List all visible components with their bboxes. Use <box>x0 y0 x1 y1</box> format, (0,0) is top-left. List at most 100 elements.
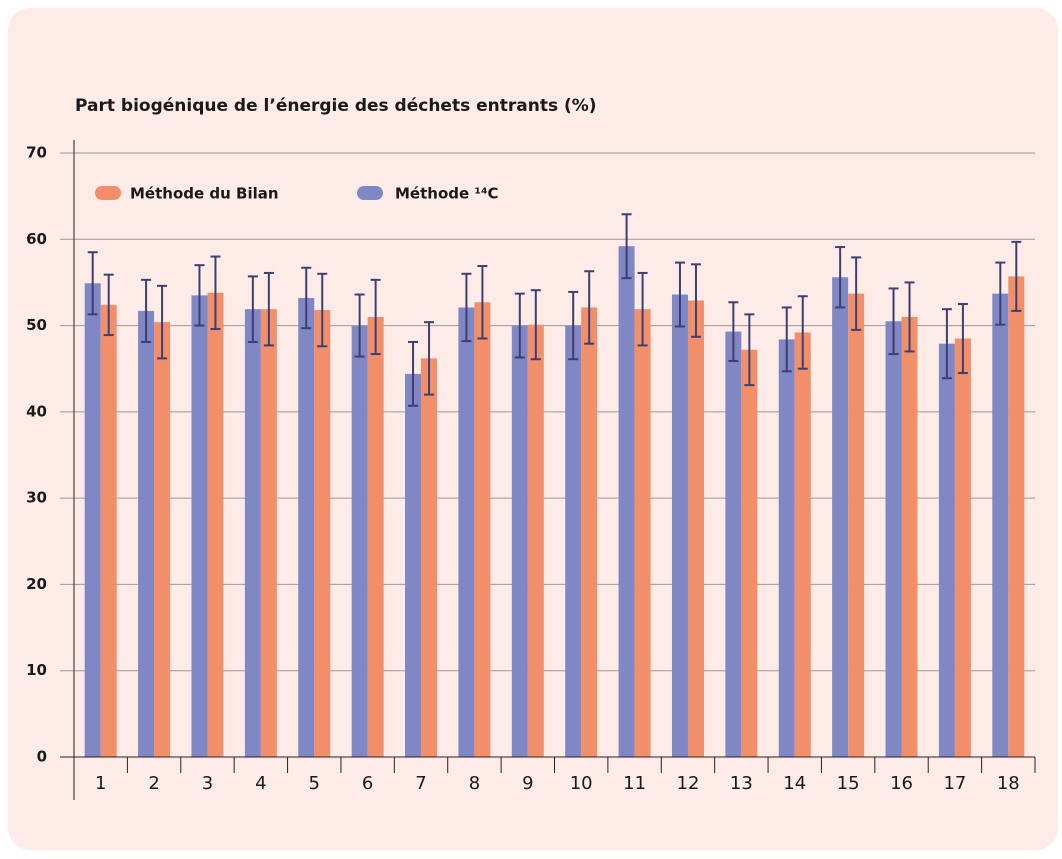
x-tick-label: 12 <box>677 773 700 794</box>
y-tick-label: 70 <box>26 144 47 162</box>
bar <box>191 295 208 757</box>
x-tick-label: 17 <box>943 773 966 794</box>
x-tick-label: 2 <box>148 773 159 794</box>
error-bar <box>210 255 221 331</box>
x-tick-label: 5 <box>309 773 320 794</box>
x-tick-label: 6 <box>362 773 373 794</box>
error-bar <box>957 303 968 375</box>
error-bar <box>621 213 632 280</box>
x-tick-label: 13 <box>730 773 753 794</box>
bar <box>885 321 902 757</box>
error-bar <box>87 251 98 316</box>
error-bar <box>263 271 274 347</box>
error-bar <box>317 272 328 348</box>
bar <box>938 343 955 757</box>
x-tick-label: 16 <box>890 773 913 794</box>
error-bar <box>301 266 312 330</box>
bar <box>421 358 438 757</box>
bar <box>618 246 635 757</box>
error-bar <box>477 265 488 340</box>
bar <box>405 373 422 757</box>
error-bar <box>690 263 701 338</box>
error-bar <box>584 270 595 345</box>
y-tick-label: 0 <box>37 748 47 766</box>
error-bar <box>408 340 419 407</box>
error-bar <box>103 273 114 337</box>
error-bar <box>995 261 1006 326</box>
error-bar <box>904 281 915 353</box>
error-bar <box>568 290 579 361</box>
x-tick-label: 3 <box>202 773 213 794</box>
bar <box>100 304 117 757</box>
bar <box>351 325 368 757</box>
bar <box>207 292 224 757</box>
error-bar <box>888 287 899 356</box>
y-tick-label: 50 <box>26 316 47 334</box>
bar <box>778 339 795 757</box>
error-bar <box>1011 240 1022 312</box>
error-bar <box>354 293 365 358</box>
bar <box>527 324 544 757</box>
bar <box>367 316 384 757</box>
x-tick-label: 14 <box>783 773 806 794</box>
y-tick-label: 20 <box>26 575 47 593</box>
legend-label: Méthode du Bilan <box>130 185 279 203</box>
x-tick-label: 15 <box>837 773 860 794</box>
bar <box>511 325 528 757</box>
y-tick-label: 60 <box>26 230 47 248</box>
bar <box>848 293 865 757</box>
bar <box>992 293 1009 757</box>
error-bar <box>141 278 152 343</box>
bar <box>244 309 261 757</box>
error-bar <box>247 275 258 343</box>
chart-title: Part biogénique de l’énergie des déchets… <box>75 96 597 116</box>
error-bar <box>157 284 168 360</box>
x-tick-label: 10 <box>570 773 593 794</box>
y-tick-label: 10 <box>26 661 47 679</box>
bar <box>474 302 491 757</box>
error-bar <box>851 256 862 331</box>
x-tick-label: 11 <box>623 773 646 794</box>
x-tick-label: 7 <box>415 773 426 794</box>
x-tick-label: 18 <box>997 773 1020 794</box>
error-bar <box>370 278 381 356</box>
bar <box>260 309 277 757</box>
bar <box>314 310 331 757</box>
error-bar <box>728 301 739 362</box>
error-bar <box>797 295 808 370</box>
error-bar <box>530 289 541 361</box>
bar <box>901 316 918 757</box>
bar <box>741 349 758 757</box>
bar <box>794 332 811 757</box>
error-bar <box>744 313 755 387</box>
x-tick-label: 4 <box>255 773 266 794</box>
error-bar <box>194 264 205 327</box>
bar <box>154 322 171 757</box>
legend-swatch <box>95 186 121 200</box>
bar <box>1008 276 1025 757</box>
error-bar <box>514 292 525 359</box>
x-tick-label: 9 <box>522 773 533 794</box>
bar <box>298 297 315 757</box>
error-bar <box>781 306 792 373</box>
y-tick-label: 40 <box>26 402 47 420</box>
error-bar <box>941 308 952 380</box>
x-tick-label: 8 <box>469 773 480 794</box>
bar <box>84 283 101 757</box>
x-tick-label: 1 <box>95 773 106 794</box>
error-bar <box>424 321 435 396</box>
legend-swatch <box>357 186 383 200</box>
error-bar <box>461 272 472 343</box>
error-bar <box>637 271 648 347</box>
legend-label: Méthode ¹⁴C <box>395 185 499 203</box>
y-tick-label: 30 <box>26 489 47 507</box>
bar <box>832 277 849 757</box>
bar <box>725 331 742 757</box>
bar <box>954 338 971 757</box>
bar <box>565 325 582 757</box>
error-bar <box>674 261 685 328</box>
error-bar <box>835 246 846 309</box>
bar <box>138 310 155 757</box>
bar <box>458 307 475 757</box>
